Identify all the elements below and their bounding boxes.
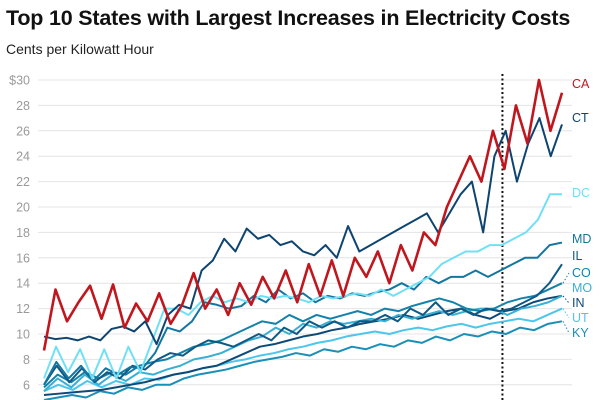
chart-subtitle: Cents per Kilowatt Hour (6, 41, 154, 57)
y-tick-label: 16 (16, 251, 30, 265)
y-tick-label: 20 (16, 201, 30, 215)
series-label-dc: DC (572, 186, 590, 200)
y-tick-label: 14 (16, 277, 30, 291)
series-line-ct (43, 117, 563, 346)
y-tick-label: 24 (16, 150, 30, 164)
y-tick-label: 28 (16, 99, 30, 113)
y-tick-label: 8 (23, 353, 30, 367)
series-label-ky: KY (572, 326, 589, 340)
label-connector-co (562, 272, 570, 284)
label-connector-ky (562, 321, 570, 334)
label-connector-in (562, 295, 570, 304)
y-tick-label: 18 (16, 226, 30, 240)
series-label-ct: CT (572, 111, 589, 125)
series-line-co (43, 282, 563, 389)
series-label-ca: CA (572, 77, 590, 91)
y-tick-label: 12 (16, 302, 30, 316)
y-tick-label: 6 (23, 378, 30, 392)
series-label-co: CO (572, 266, 591, 280)
label-connector-ut (562, 308, 570, 319)
y-tick-label: 22 (16, 175, 30, 189)
series-label-ut: UT (572, 311, 589, 325)
chart-title: Top 10 States with Largest Increases in … (6, 6, 571, 30)
series-label-il: IL (572, 249, 582, 263)
y-tick-label: $30 (9, 74, 30, 88)
series-line-dc (43, 193, 562, 380)
series-label-in: IN (572, 296, 585, 310)
series-line-ky (43, 320, 563, 400)
series-line-md (43, 241, 563, 386)
y-tick-label: 26 (16, 124, 30, 138)
series-label-md: MD (572, 232, 591, 246)
y-tick-label: 10 (16, 328, 30, 342)
series-label-mo: MO (572, 281, 592, 295)
series-line-ca (42, 78, 564, 351)
